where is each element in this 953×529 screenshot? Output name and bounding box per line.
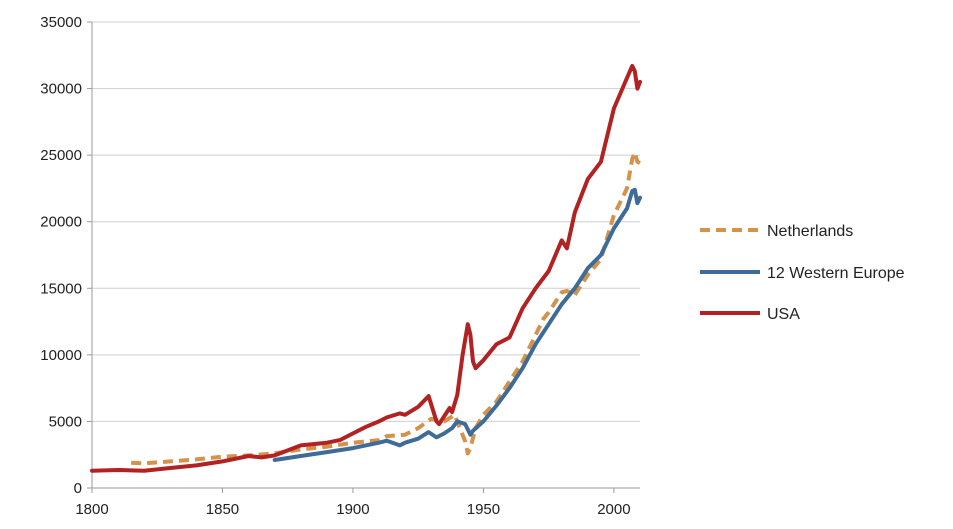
legend-label: Netherlands [767,223,853,240]
series-line-usa [90,63,642,473]
x-tick-label: 1800 [75,501,108,518]
y-tick-label: 20000 [40,214,82,231]
y-tick-label: 35000 [40,14,82,31]
gridlines [92,21,640,422]
series-line-12-western-europe [272,187,642,462]
y-tick-label: 5000 [49,413,82,430]
legend: Netherlands 12 Western Europe USA [700,223,905,323]
y-tick-label: 30000 [40,81,82,98]
series-lines [90,63,642,473]
x-tick-label: 2000 [597,501,630,518]
x-tick-label: 1850 [206,501,239,518]
x-tick-label: 1900 [336,501,369,518]
y-tick-label: 15000 [40,280,82,297]
series-line-netherlands [130,150,641,466]
y-axis-tick-labels: 0 5000 10000 15000 20000 25000 30000 35000 [40,14,82,497]
axes [87,21,640,493]
x-tick-label: 1950 [467,501,500,518]
y-tick-label: 0 [74,480,82,497]
y-tick-label: 25000 [40,147,82,164]
legend-label: 12 Western Europe [767,265,905,282]
legend-label: USA [767,306,800,323]
x-axis-tick-labels: 1800 1850 1900 1950 2000 [75,501,630,518]
y-tick-label: 10000 [40,347,82,364]
